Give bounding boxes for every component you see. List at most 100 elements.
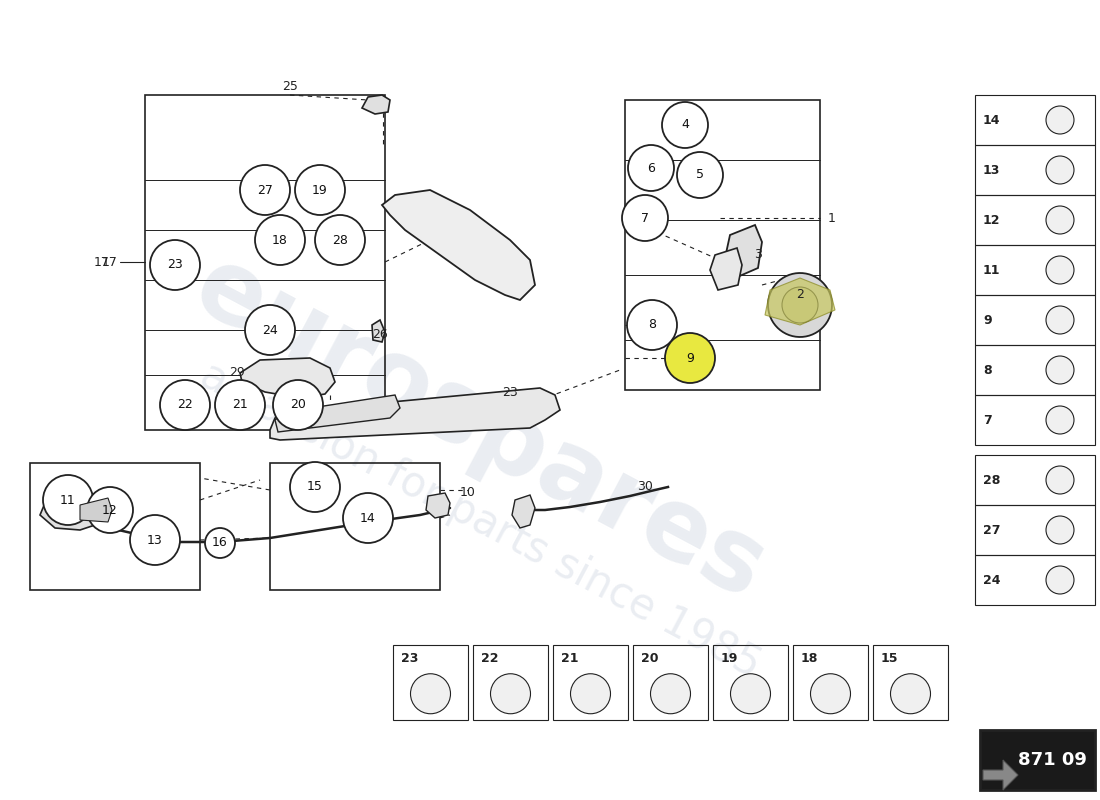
Circle shape: [205, 528, 235, 558]
Circle shape: [1046, 256, 1074, 284]
Bar: [975, 555, 1094, 605]
Text: 20: 20: [290, 398, 306, 411]
Bar: [625, 100, 820, 390]
Text: 23: 23: [402, 653, 418, 666]
Circle shape: [1046, 466, 1074, 494]
Bar: [980, 730, 1094, 790]
Circle shape: [491, 674, 530, 714]
Text: 19: 19: [720, 653, 738, 666]
Circle shape: [1046, 516, 1074, 544]
Bar: [873, 645, 948, 720]
Polygon shape: [764, 278, 835, 325]
Text: 14: 14: [983, 114, 1001, 126]
Text: 5: 5: [696, 169, 704, 182]
Circle shape: [273, 380, 323, 430]
Circle shape: [245, 305, 295, 355]
Circle shape: [1046, 566, 1074, 594]
Text: 17: 17: [102, 255, 118, 269]
Text: 16: 16: [212, 537, 228, 550]
Text: 2: 2: [796, 289, 804, 302]
Text: 3: 3: [755, 249, 762, 262]
Polygon shape: [40, 493, 100, 530]
Polygon shape: [426, 493, 450, 518]
Text: 18: 18: [272, 234, 288, 246]
Bar: [793, 645, 868, 720]
Text: 21: 21: [561, 653, 579, 666]
Text: 27: 27: [257, 183, 273, 197]
Bar: [975, 245, 1094, 295]
Text: 22: 22: [177, 398, 192, 411]
Bar: [393, 645, 468, 720]
Polygon shape: [80, 498, 112, 522]
Polygon shape: [983, 760, 1018, 790]
Circle shape: [730, 674, 770, 714]
Text: 23: 23: [502, 386, 518, 398]
Circle shape: [891, 674, 931, 714]
Bar: [145, 95, 385, 430]
Text: eurospares: eurospares: [178, 238, 782, 622]
Bar: [975, 95, 1094, 145]
Text: 7: 7: [641, 211, 649, 225]
Circle shape: [1046, 156, 1074, 184]
Text: 7: 7: [983, 414, 992, 426]
Bar: [30, 463, 200, 590]
Bar: [975, 345, 1094, 395]
Text: 871 09: 871 09: [1019, 751, 1087, 769]
Bar: [553, 645, 628, 720]
Circle shape: [627, 300, 676, 350]
Circle shape: [87, 487, 133, 533]
Circle shape: [160, 380, 210, 430]
Circle shape: [782, 287, 818, 323]
Circle shape: [43, 475, 94, 525]
Circle shape: [255, 215, 305, 265]
Polygon shape: [710, 248, 742, 290]
Circle shape: [343, 493, 393, 543]
Bar: [975, 395, 1094, 445]
Text: 8: 8: [648, 318, 656, 331]
Text: 15: 15: [307, 481, 323, 494]
Text: 14: 14: [360, 511, 376, 525]
Circle shape: [1046, 356, 1074, 384]
Text: 4: 4: [681, 118, 689, 131]
Text: 13: 13: [983, 163, 1000, 177]
Circle shape: [410, 674, 451, 714]
Circle shape: [571, 674, 610, 714]
Text: 9: 9: [983, 314, 991, 326]
Text: 15: 15: [881, 653, 899, 666]
Circle shape: [1046, 206, 1074, 234]
Polygon shape: [240, 358, 336, 398]
Polygon shape: [768, 273, 832, 337]
Text: 26: 26: [372, 329, 388, 342]
Bar: [632, 645, 708, 720]
Text: 22: 22: [481, 653, 498, 666]
Text: 28: 28: [983, 474, 1000, 486]
Circle shape: [315, 215, 365, 265]
Text: a passion for parts since 1985: a passion for parts since 1985: [192, 354, 768, 686]
Text: 24: 24: [983, 574, 1001, 586]
Circle shape: [1046, 406, 1074, 434]
Text: 18: 18: [801, 653, 818, 666]
Text: 29: 29: [229, 366, 245, 379]
Circle shape: [150, 240, 200, 290]
Circle shape: [240, 165, 290, 215]
Circle shape: [621, 195, 668, 241]
Text: 8: 8: [983, 363, 991, 377]
Polygon shape: [362, 95, 390, 114]
Bar: [975, 505, 1094, 555]
Text: 11: 11: [983, 263, 1001, 277]
Bar: [975, 295, 1094, 345]
Circle shape: [628, 145, 674, 191]
Text: 25: 25: [282, 81, 298, 94]
Polygon shape: [270, 388, 560, 440]
Bar: [473, 645, 548, 720]
Polygon shape: [725, 225, 762, 278]
Text: 21: 21: [232, 398, 248, 411]
Text: 27: 27: [983, 523, 1001, 537]
Text: 13: 13: [147, 534, 163, 546]
Text: 24: 24: [262, 323, 278, 337]
Circle shape: [662, 102, 708, 148]
Circle shape: [676, 152, 723, 198]
Polygon shape: [275, 395, 400, 432]
Text: 12: 12: [102, 503, 118, 517]
Text: 28: 28: [332, 234, 348, 246]
